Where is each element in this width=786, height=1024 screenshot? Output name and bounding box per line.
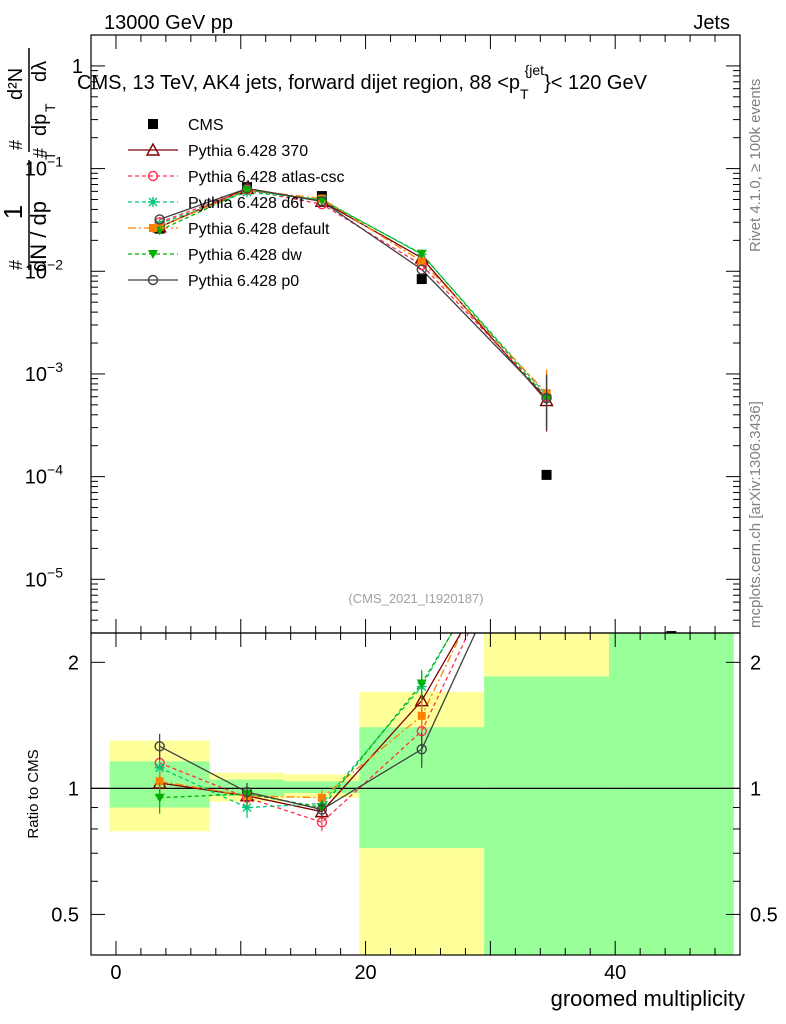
ratio-band-green-2 <box>284 781 360 793</box>
ratio-point-5-1 <box>241 786 253 798</box>
main-line-6 <box>159 187 548 399</box>
svg-text:dp: dp <box>29 114 51 136</box>
main-ytick-label-0: 10−1 <box>25 154 63 181</box>
ratio-point-2-1 <box>242 802 253 813</box>
ratio-ylabel: Ratio to CMS <box>25 749 42 838</box>
ratio-axis-ticks: 0.5 0.51 12 20 20 40 <box>51 633 778 984</box>
legend-label-3: Pythia 6.428 d6t <box>188 195 304 212</box>
main-point-6-3 <box>416 264 427 275</box>
ratio-point-3-3 <box>417 711 426 720</box>
x-axis-label: groomed multiplicity <box>551 986 745 1011</box>
main-ylabel: 1 dN / dp T # d²N dp T dλ # # <box>0 48 58 272</box>
legend-label-6: Pythia 6.428 p0 <box>188 273 299 290</box>
rivet-label: Rivet 4.1.0, ≥ 100k events <box>747 79 764 252</box>
main-axis-ticks: 10−1 10−2 10−3 10−4 10−5 1 <box>25 34 741 634</box>
main-point-0-5 <box>666 631 677 633</box>
main-point-6-4 <box>541 393 552 404</box>
x-tick-label-2: 40 <box>604 962 626 984</box>
ratio-point-2-4 <box>542 458 552 468</box>
main-ytick-label-one: 1 <box>72 56 83 78</box>
header-left: 13000 GeV pp <box>104 12 233 34</box>
ratio-series-points <box>152 453 553 832</box>
svg-text:T: T <box>42 151 58 160</box>
main-point-6-0 <box>154 214 165 225</box>
ratio-ytick-label-right-2: 2 <box>750 652 761 674</box>
ratio-point-5-2 <box>316 804 328 815</box>
main-point-0-4 <box>541 469 552 480</box>
ratio-point-3-4 <box>543 453 551 461</box>
legend-marker-6 <box>147 274 159 286</box>
ratio-point-4-0 <box>154 793 165 803</box>
x-tick-label-0: 0 <box>110 962 121 984</box>
svg-text:dλ: dλ <box>29 61 51 82</box>
main-point-5-2 <box>316 196 327 206</box>
header-right: Jets <box>693 12 730 34</box>
ratio-point-5-0 <box>154 741 165 752</box>
legend-label-2: Pythia 6.428 atlas-csc <box>188 169 345 186</box>
legend-label-4: Pythia 6.428 default <box>188 221 330 238</box>
svg-text:T: T <box>42 103 58 112</box>
main-point-5-1 <box>242 185 253 195</box>
svg-text:#: # <box>30 148 50 158</box>
ratio-point-0-4 <box>541 479 553 490</box>
ratio-point-2-0 <box>154 762 165 773</box>
ratio-point-3-2 <box>317 793 326 802</box>
legend-marker-1 <box>145 142 161 156</box>
mcplots-label: mcplots.cern.ch [arXiv:1306.3436] <box>747 401 764 628</box>
main-point-4-3 <box>417 257 426 266</box>
main-point-6-2 <box>316 196 328 207</box>
main-point-0-3 <box>416 274 427 285</box>
plot-title: CMS, 13 TeV, AK4 jets, forward dijet reg… <box>77 62 648 102</box>
ratio-point-4-3 <box>416 679 427 689</box>
main-ytick-label-3: 10−4 <box>25 462 63 489</box>
legend-label-1: Pythia 6.428 370 <box>188 143 308 160</box>
legend-marker-0 <box>148 119 158 129</box>
ratio-band-green-4 <box>484 676 609 955</box>
legend-marker-4 <box>149 224 157 232</box>
svg-text:#: # <box>6 260 26 270</box>
ratio-ytick-label-0: 0.5 <box>51 904 79 926</box>
main-series-points <box>152 181 677 633</box>
main-line-4 <box>159 189 548 394</box>
ratio-band-green-5 <box>608 633 734 955</box>
ratio-ytick-label-right-1: 1 <box>750 778 761 800</box>
ratio-uncertainty-bands <box>91 633 740 955</box>
legend-marker-2 <box>147 170 159 182</box>
main-point-6-1 <box>241 183 253 194</box>
ratio-ytick-label-2: 2 <box>68 652 79 674</box>
ratio-point-3-0 <box>155 777 164 786</box>
svg-text:d²N: d²N <box>5 68 27 100</box>
ratio-point-5-3 <box>416 744 427 755</box>
analysis-watermark: (CMS_2021_I1920187) <box>348 591 483 606</box>
x-tick-label-1: 20 <box>354 962 376 984</box>
ratio-ytick-label-1: 1 <box>68 778 79 800</box>
legend-marker-3 <box>148 197 158 207</box>
main-point-5-0 <box>154 226 165 236</box>
svg-text:1: 1 <box>0 205 28 219</box>
legend: CMS Pythia 6.428 370 Pythia 6.428 atlas-cs… <box>128 117 345 290</box>
legend-label-5: Pythia 6.428 dw <box>188 247 302 264</box>
svg-text:#: # <box>6 140 26 150</box>
legend-label-0: CMS <box>188 117 224 134</box>
legend-marker-5 <box>148 250 158 259</box>
main-point-5-3 <box>416 249 427 259</box>
main-ytick-label-4: 10−5 <box>25 564 63 591</box>
main-ytick-label-1: 10−2 <box>25 256 63 283</box>
ratio-ytick-label-right-0: 0.5 <box>750 904 778 926</box>
svg-text:dN / dp: dN / dp <box>26 201 51 272</box>
main-ytick-label-2: 10−3 <box>25 359 63 386</box>
